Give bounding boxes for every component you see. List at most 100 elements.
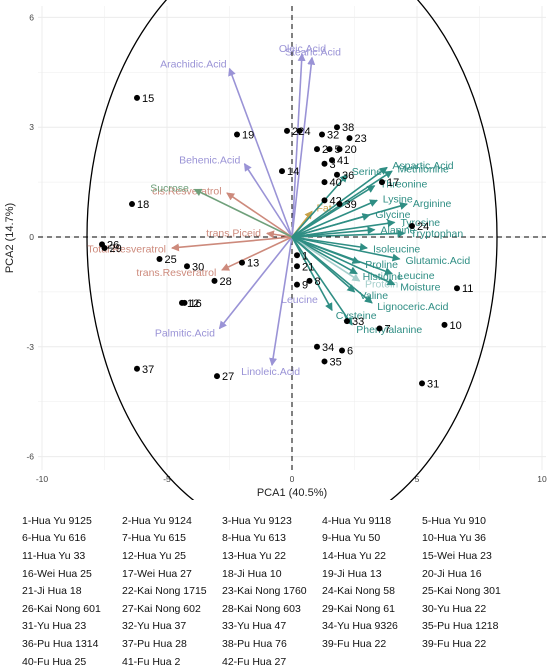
sample-label: 2 (322, 144, 328, 156)
y-tick-label: 0 (29, 232, 34, 242)
loading-arrow (228, 67, 293, 238)
legend-row: 40-Fu Hua 25 41-Fu Hua 2 42-Fu Hua 27 (22, 653, 542, 670)
sample-point (314, 146, 320, 153)
sample-point (234, 131, 240, 138)
sample-point (184, 263, 190, 270)
legend-entry: 23-Kai Nong 1760 (222, 585, 307, 598)
sample-label: 6 (347, 345, 353, 357)
legend-entry: 32-Yu Hua 37 (122, 620, 187, 633)
loading-label: Isoleucine (373, 244, 420, 256)
sample-label: 25 (165, 254, 177, 266)
loading-arrow (291, 236, 353, 326)
sample-point (321, 160, 328, 167)
sample-point (334, 171, 340, 178)
loading-arrow (171, 236, 293, 252)
sample-point (441, 321, 448, 328)
legend-entry: 25-Kai Nong 301 (422, 585, 501, 598)
legend-row: 6-Hua Yu 616 7-Hua Yu 615 8-Hua Yu 613 9-Hu… (22, 530, 542, 548)
sample-point (379, 179, 385, 186)
loading-arrow (291, 199, 378, 238)
legend-entry: 27-Kai Nong 602 (122, 602, 201, 615)
loading-label: Glutamic.Acid (405, 255, 470, 267)
legend-row: 21-Ji Hua 18 22-Kai Nong 1715 23-Kai Nong … (22, 582, 542, 600)
legend-entry: 12-Hua Yu 25 (122, 549, 187, 562)
sample-point (376, 325, 383, 332)
loading-label: Leucine (398, 270, 435, 282)
legend-entry: 9-Hua Yu 50 (322, 532, 381, 545)
sample-label: 19 (242, 130, 254, 142)
loading-label: Stearic.Acid (285, 47, 341, 59)
y-axis-title: PCA2 (14.7%) (4, 203, 16, 273)
loading-arrow (291, 236, 373, 304)
legend-entry: 21-Ji Hua 18 (22, 585, 82, 598)
loading-label: trans.Piceid (206, 228, 261, 240)
sample-label: 24 (417, 221, 429, 233)
legend-entry: 18-Ji Hua 10 (222, 567, 282, 580)
sample-points: 1234567891011121314151617181920212223242… (99, 93, 473, 390)
sample-point (129, 201, 135, 208)
sample-label: 36 (342, 170, 354, 182)
loading-label: Lysine (383, 194, 413, 206)
loading-label: Palmitic.Acid (155, 327, 215, 339)
sample-label: 30 (192, 261, 204, 273)
x-axis-title: PCA1 (40.5%) (257, 487, 327, 499)
sample-label: 27 (222, 371, 234, 383)
sample-label: 31 (427, 378, 439, 390)
sample-point (314, 343, 320, 350)
sample-point (329, 157, 335, 164)
sample-label: 14 (287, 166, 299, 178)
legend-entry: 31-Yu Hua 23 (22, 620, 87, 633)
legend-row: 16-Wei Hua 25 17-Wei Hua 27 18-Ji Hua 10 19… (22, 565, 542, 583)
x-tick-label: 10 (537, 474, 547, 484)
sample-label: 10 (450, 320, 462, 332)
loading-label: trans.Resveratrol (136, 267, 216, 279)
loading-arrow (291, 185, 376, 238)
sample-label: 42 (330, 195, 342, 207)
sample-point (134, 365, 140, 372)
legend-entry: 29-Kai Nong 61 (322, 602, 395, 615)
loading-arrow (193, 188, 293, 238)
sample-label: 26 (107, 239, 119, 251)
x-tick-label: -5 (163, 474, 171, 484)
legend-entry: 39-Fu Hua 22 (422, 637, 487, 650)
sample-label: 4 (305, 126, 311, 138)
loading-label: Sucrose (150, 183, 189, 195)
sample-point (296, 127, 303, 134)
legend-entry: 33-Yu Hua 47 (222, 620, 287, 633)
legend-entry: 35-Pu Hua 1218 (422, 620, 499, 633)
sample-label: 15 (142, 93, 154, 105)
sample-point (409, 223, 415, 230)
loading-arrow (266, 230, 293, 239)
sample-point (294, 263, 300, 270)
sample-label: 33 (352, 316, 364, 328)
sample-point (319, 131, 325, 138)
x-tick-label: 0 (290, 474, 295, 484)
x-tick-label: -10 (36, 474, 49, 484)
legend-entry: 17-Wei Hua 27 (122, 567, 192, 580)
sample-label: 13 (247, 258, 259, 270)
legend-entry: 10-Hua Yu 36 (422, 532, 487, 545)
sample-point (419, 380, 425, 387)
sample-point (156, 255, 163, 262)
sample-point (134, 94, 140, 101)
legend-entry: 16-Wei Hua 25 (22, 567, 92, 580)
sample-label: 28 (220, 276, 232, 288)
legend-entry: 41-Fu Hua 2 (122, 655, 181, 668)
legend-entry: 36-Pu Hua 1314 (22, 637, 99, 650)
sample-label: 8 (315, 276, 321, 288)
sample-label: 40 (330, 177, 342, 189)
sample-label: 17 (387, 177, 399, 189)
sample-point (279, 168, 285, 175)
loading-label: Lignoceric.Acid (377, 301, 448, 313)
loading-label: Phenylalanine (356, 324, 422, 336)
sample-label: 38 (342, 122, 354, 134)
legend-entry: 40-Fu Hua 25 (22, 655, 87, 668)
sample-label: 22 (292, 126, 304, 138)
legend-entry: 5-Hua Yu 910 (422, 514, 487, 527)
sample-point (336, 146, 343, 153)
sample-label: 1 (302, 250, 308, 262)
loading-label: Glycine (375, 209, 410, 221)
legend-entry: 24-Kai Nong 58 (322, 585, 395, 598)
legend-row: 31-Yu Hua 23 32-Yu Hua 37 33-Yu Hua 47 34-Y… (22, 618, 542, 636)
